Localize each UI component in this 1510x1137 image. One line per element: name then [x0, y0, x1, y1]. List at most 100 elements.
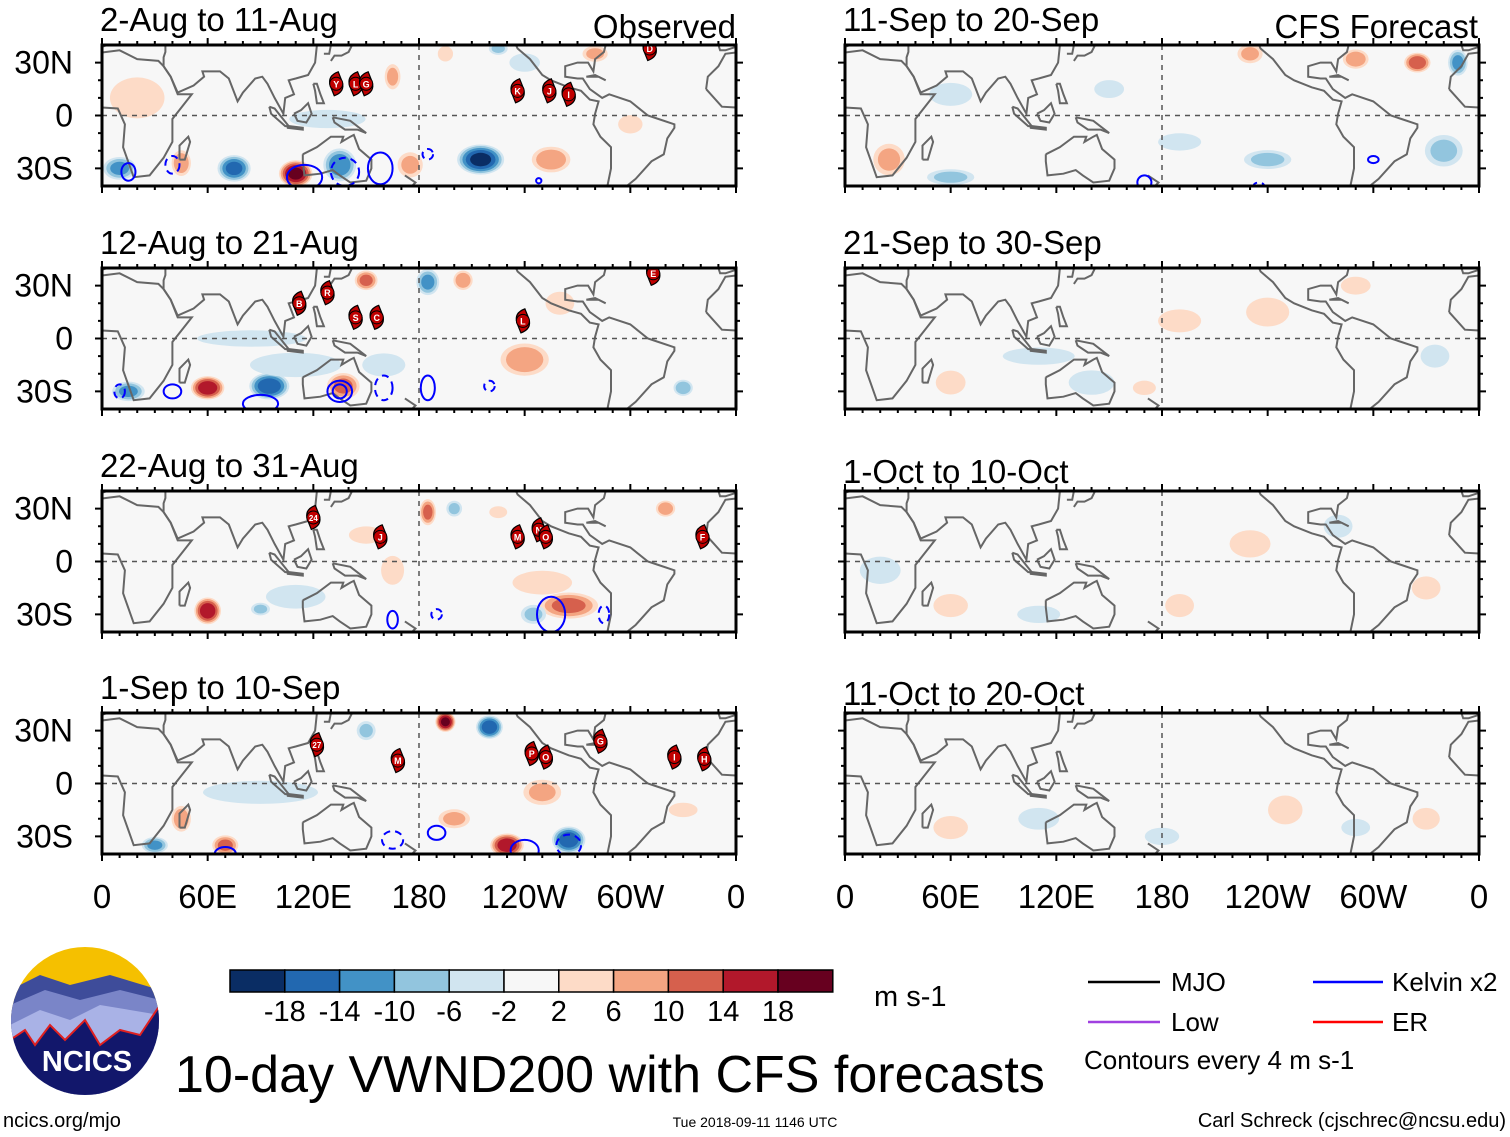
- lon-tick-label: 120E: [1018, 878, 1095, 915]
- coastline: [301, 133, 373, 184]
- coastline: [1329, 296, 1350, 305]
- anomaly-level: [1408, 56, 1426, 70]
- coastline: [293, 547, 313, 570]
- map-panel: Y L G K J I D: [95, 38, 799, 193]
- anomaly-blob: [1158, 309, 1202, 333]
- tropical-cyclone-icon: H: [697, 746, 712, 772]
- anomaly-blob: [933, 816, 968, 840]
- coastline: [102, 717, 194, 847]
- anomaly-blob: [190, 376, 225, 400]
- coastline: [1044, 133, 1116, 184]
- anomaly-level: [289, 109, 366, 129]
- storm-label: O: [542, 532, 549, 542]
- anomaly-level: [796, 140, 823, 162]
- anomaly-blob: [1342, 49, 1369, 69]
- coastline: [286, 571, 304, 577]
- footer-author: Carl Schreck (cjschrec@ncsu.edu): [1198, 1110, 1506, 1132]
- legend-label: ER: [1392, 1007, 1428, 1037]
- coastline: [162, 713, 318, 785]
- colorbar-tick-label: 6: [606, 996, 622, 1028]
- anomaly-blob: [251, 602, 270, 616]
- anomaly-level: [770, 53, 796, 73]
- lon-tick-label: 180: [391, 878, 446, 915]
- anomaly-level: [1452, 55, 1464, 71]
- coastline: [845, 49, 937, 179]
- logo-text: NCICS: [42, 1046, 132, 1078]
- coastline: [1066, 268, 1075, 278]
- coastline: [331, 339, 367, 358]
- panel-title: 11-Sep to 20-Sep: [843, 1, 1099, 38]
- coastline: [1073, 713, 1096, 730]
- colorbar-swatch: [667, 969, 724, 993]
- coastline: [286, 348, 304, 354]
- anomaly-level: [744, 77, 799, 118]
- anomaly-level: [505, 347, 544, 373]
- anomaly-blob: [523, 779, 562, 805]
- anomaly-blob: [509, 53, 540, 72]
- coastline: [717, 45, 736, 52]
- anomaly-level: [1229, 530, 1271, 558]
- coastline: [1258, 713, 1355, 854]
- storm-label: K: [514, 86, 521, 96]
- kelvin-contour: [419, 374, 436, 402]
- anomaly-blob: [1340, 276, 1371, 295]
- coastline: [162, 268, 318, 340]
- coastline: [1460, 45, 1479, 52]
- coastline: [293, 324, 313, 347]
- observed-label: Observed: [593, 8, 736, 45]
- map-panel: [770, 38, 1486, 193]
- storm-label: 24: [309, 514, 318, 523]
- colorbar-swatch: [284, 969, 341, 993]
- anomaly-blob: [618, 115, 643, 134]
- anomaly-blob: [289, 109, 366, 129]
- lon-tick-label: 0: [1470, 878, 1488, 915]
- anomaly-level: [668, 802, 698, 818]
- colorbar-swatch: [503, 969, 560, 993]
- anomaly-level: [265, 584, 326, 609]
- kelvin-contour: [597, 604, 611, 625]
- contour-interval-note: Contours every 4 m s-1: [1084, 1045, 1354, 1075]
- panel-title: 1-Sep to 10-Sep: [100, 669, 340, 706]
- anomaly-blob: [457, 144, 505, 175]
- tropical-cyclone-icon: Y: [329, 71, 344, 97]
- coastline: [102, 49, 194, 179]
- kelvin-contour: [120, 162, 137, 182]
- coastline: [1029, 571, 1047, 577]
- kelvin-contour: [1136, 174, 1153, 186]
- storm-label: D: [646, 44, 653, 54]
- anomaly-level: [1094, 80, 1125, 99]
- tropical-cyclone-icon: K: [510, 78, 525, 104]
- panel-title: 21-Sep to 30-Sep: [843, 224, 1102, 261]
- tropical-cyclone-icon: R: [320, 279, 335, 306]
- anomaly-blob: [1341, 818, 1371, 837]
- anomaly-blob: [265, 584, 326, 609]
- legend-label: Low: [1171, 1007, 1219, 1037]
- lat-tick-label: 30N: [14, 713, 73, 749]
- coastline: [268, 328, 291, 351]
- anomaly-blob: [1165, 594, 1194, 618]
- anomaly-level: [199, 603, 216, 619]
- anomaly-blob: [668, 802, 698, 818]
- kelvin-contour: [555, 833, 583, 854]
- anomaly-level: [109, 77, 165, 119]
- anomaly-blob: [539, 592, 599, 619]
- lon-tick-label: 0: [836, 878, 854, 915]
- anomaly-blob: [1132, 380, 1156, 396]
- coastline: [1044, 801, 1116, 852]
- tropical-cyclone-icon: B: [292, 290, 307, 317]
- anomaly-level: [536, 149, 567, 170]
- lat-tick-label: 30S: [16, 150, 73, 186]
- lon-tick-labels: 0 60E 120E 180 120W 60W 0 0 60E 120E 180 120W 60W 0: [93, 878, 1488, 915]
- kelvin-contour: [162, 383, 183, 400]
- anomaly-blob: [1017, 605, 1061, 624]
- lat-tick-label: 0: [55, 98, 73, 134]
- anomaly-blob: [512, 570, 573, 595]
- anomaly-level: [387, 67, 399, 86]
- coastline: [905, 491, 1061, 563]
- coastline: [515, 491, 612, 632]
- footer-url[interactable]: ncics.org/mjo: [3, 1110, 121, 1132]
- anomaly-blob: [500, 343, 549, 376]
- coastline: [293, 101, 313, 124]
- lon-tick-label: 60W: [596, 878, 665, 915]
- coastline: [178, 802, 192, 829]
